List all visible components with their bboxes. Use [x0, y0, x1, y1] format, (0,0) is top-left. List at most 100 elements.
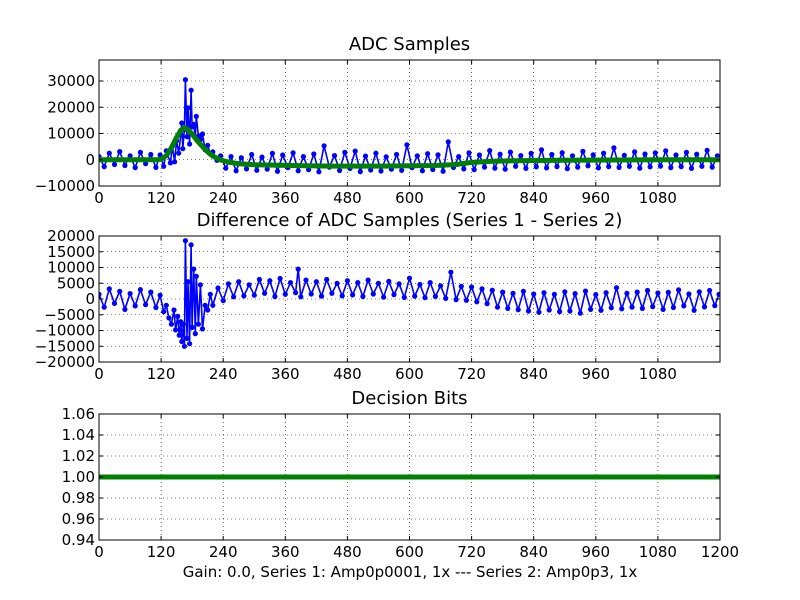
- data-point: [474, 299, 480, 305]
- data-point: [148, 151, 154, 158]
- data-point: [352, 148, 358, 154]
- data-point: [634, 289, 640, 295]
- data-point: [180, 146, 186, 152]
- data-point: [185, 105, 191, 111]
- data-point: [510, 290, 516, 296]
- data-point: [588, 306, 594, 312]
- y-tick-label: 0: [85, 290, 95, 308]
- plot-title: Decision Bits: [351, 388, 467, 409]
- data-point: [500, 289, 506, 295]
- data-point: [300, 154, 306, 160]
- x-tick-label: 0: [94, 189, 104, 207]
- data-point: [458, 283, 464, 289]
- data-point: [274, 168, 281, 174]
- data-point: [316, 169, 322, 175]
- data-point: [419, 168, 425, 174]
- data-point: [603, 290, 609, 296]
- data-point: [246, 282, 252, 288]
- data-point: [533, 164, 539, 170]
- y-tick-label: −15000: [35, 337, 95, 355]
- data-point: [378, 168, 384, 174]
- data-point: [391, 292, 397, 298]
- data-point: [427, 280, 433, 286]
- data-point: [293, 290, 299, 296]
- data-point: [197, 282, 203, 288]
- data-point: [373, 150, 379, 156]
- data-point: [233, 168, 239, 174]
- data-point: [701, 304, 708, 310]
- data-point: [569, 153, 576, 159]
- data-point: [406, 275, 413, 281]
- data-point: [567, 308, 573, 314]
- data-point: [111, 300, 118, 306]
- x-tick-label: 480: [333, 189, 362, 207]
- data-point: [167, 160, 173, 166]
- data-point: [231, 294, 237, 300]
- y-tick-label: 1.06: [62, 405, 95, 423]
- data-point: [295, 168, 301, 174]
- x-tick-label: 600: [395, 365, 424, 383]
- data-point: [541, 290, 547, 296]
- data-point: [199, 326, 206, 332]
- data-point: [127, 153, 133, 159]
- data-point: [192, 331, 198, 337]
- data-point: [425, 151, 431, 157]
- data-point: [199, 131, 206, 137]
- data-point: [298, 294, 304, 300]
- data-point: [507, 149, 513, 155]
- data-point: [554, 164, 560, 170]
- data-point: [143, 302, 149, 308]
- data-point: [238, 155, 244, 161]
- y-tick-label: 5000: [57, 274, 95, 292]
- y-tick-label: 0.94: [62, 531, 95, 549]
- data-point: [590, 152, 596, 158]
- data-point: [243, 166, 250, 172]
- data-point: [188, 87, 194, 93]
- x-tick-label: 240: [209, 543, 238, 561]
- data-point: [210, 302, 216, 308]
- data-point: [479, 286, 485, 292]
- data-point: [639, 305, 646, 311]
- data-point: [331, 153, 338, 159]
- data-point: [471, 167, 477, 173]
- data-point: [438, 283, 444, 289]
- y-tick-label: 20000: [47, 227, 95, 245]
- y-tick-label: 15000: [47, 243, 95, 261]
- data-point: [277, 275, 283, 282]
- data-point: [582, 288, 589, 294]
- x-tick-label: 960: [581, 543, 610, 561]
- x-tick-label: 0: [94, 365, 104, 383]
- data-point: [619, 306, 625, 312]
- data-point: [306, 167, 312, 173]
- data-point: [334, 280, 340, 286]
- data-point: [357, 169, 363, 175]
- x-tick-label: 960: [581, 365, 610, 383]
- data-point: [505, 305, 511, 311]
- data-point: [173, 327, 179, 333]
- data-point: [528, 150, 534, 156]
- data-point: [670, 304, 677, 311]
- data-point: [668, 165, 674, 171]
- data-point: [375, 280, 381, 286]
- data-point: [101, 164, 107, 170]
- data-point: [492, 165, 498, 171]
- data-point: [185, 279, 191, 285]
- data-point: [355, 280, 361, 286]
- data-point: [704, 147, 710, 153]
- data-point: [191, 121, 197, 127]
- data-point: [598, 307, 604, 313]
- data-point: [122, 306, 128, 312]
- data-point: [621, 152, 627, 158]
- data-point: [205, 142, 211, 148]
- data-point: [657, 163, 664, 169]
- data-point: [430, 166, 436, 173]
- x-tick-label: 120: [147, 543, 176, 561]
- data-point: [595, 165, 602, 171]
- data-point: [575, 164, 581, 170]
- x-tick-label: 240: [209, 189, 238, 207]
- difference-plot: 0 120 240 360 480 600 720 840 960 1080 −20000−1500…: [35, 210, 721, 383]
- data-point: [262, 290, 268, 296]
- data-point: [572, 291, 578, 297]
- data-point: [220, 298, 226, 304]
- data-point: [184, 335, 190, 341]
